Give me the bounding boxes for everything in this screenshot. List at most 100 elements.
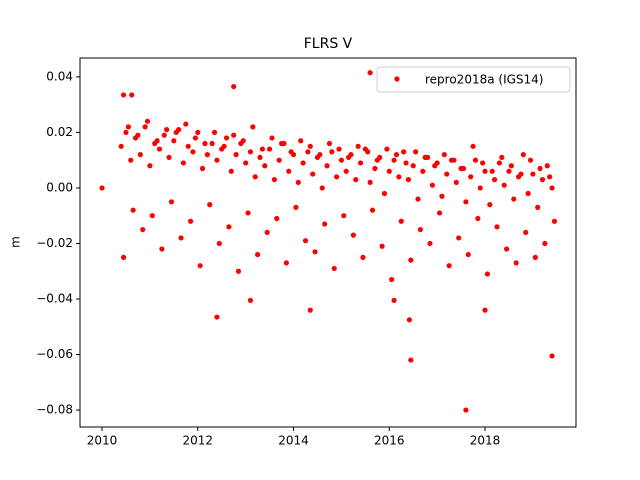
axes-frame bbox=[79, 57, 577, 428]
point bbox=[422, 154, 428, 160]
point bbox=[406, 317, 412, 323]
point bbox=[487, 202, 493, 208]
point bbox=[494, 224, 500, 230]
point bbox=[283, 260, 289, 266]
point bbox=[460, 165, 467, 172]
point bbox=[274, 215, 280, 222]
chart-title: FLRS V bbox=[304, 36, 353, 52]
y-tick-label: 0.00 bbox=[46, 180, 73, 194]
point bbox=[427, 240, 433, 247]
point bbox=[513, 260, 519, 266]
point bbox=[391, 157, 397, 163]
point bbox=[195, 129, 201, 136]
point bbox=[374, 157, 380, 163]
point bbox=[472, 157, 479, 163]
y-tick-label: 0.04 bbox=[46, 69, 73, 83]
point bbox=[523, 229, 529, 235]
point bbox=[235, 268, 242, 274]
point bbox=[159, 246, 165, 252]
point bbox=[413, 149, 419, 155]
point bbox=[226, 224, 232, 230]
point bbox=[202, 140, 208, 147]
point bbox=[408, 357, 414, 363]
legend-marker bbox=[394, 76, 400, 82]
point bbox=[192, 135, 198, 141]
point bbox=[468, 174, 474, 180]
point bbox=[441, 152, 447, 158]
point bbox=[520, 152, 526, 158]
point bbox=[415, 196, 421, 202]
point bbox=[288, 149, 294, 155]
point bbox=[360, 254, 366, 260]
point bbox=[147, 163, 153, 169]
point bbox=[257, 154, 263, 160]
point bbox=[391, 297, 397, 303]
point bbox=[429, 182, 435, 188]
point bbox=[384, 146, 390, 152]
point bbox=[259, 146, 266, 152]
point bbox=[216, 240, 222, 247]
point bbox=[326, 140, 333, 147]
point bbox=[492, 177, 498, 183]
y-tick-label: −0.08 bbox=[36, 403, 73, 417]
point bbox=[245, 210, 251, 216]
point bbox=[338, 157, 345, 163]
point bbox=[233, 152, 239, 158]
point bbox=[99, 185, 105, 191]
point bbox=[149, 213, 155, 219]
point bbox=[537, 165, 543, 172]
point bbox=[317, 152, 323, 158]
point bbox=[286, 168, 292, 174]
point bbox=[211, 129, 218, 136]
point bbox=[228, 168, 234, 174]
point bbox=[183, 121, 189, 127]
point bbox=[444, 171, 450, 177]
point bbox=[312, 249, 318, 255]
point bbox=[475, 215, 481, 222]
point bbox=[511, 196, 517, 202]
point bbox=[180, 160, 187, 166]
point bbox=[130, 207, 136, 213]
point bbox=[403, 160, 409, 166]
point bbox=[477, 185, 483, 191]
point bbox=[396, 174, 402, 180]
point bbox=[276, 157, 282, 163]
legend-box bbox=[376, 66, 571, 93]
point bbox=[135, 132, 141, 138]
point bbox=[345, 154, 352, 160]
point bbox=[266, 146, 273, 152]
point bbox=[357, 160, 364, 166]
point bbox=[240, 138, 246, 144]
point bbox=[372, 165, 378, 172]
point bbox=[120, 254, 127, 260]
point bbox=[508, 163, 514, 169]
point bbox=[408, 257, 414, 263]
x-tick-label: 2018 bbox=[470, 434, 501, 448]
point bbox=[302, 238, 309, 244]
point bbox=[231, 132, 237, 138]
point bbox=[530, 171, 536, 177]
point bbox=[410, 163, 416, 169]
point bbox=[401, 149, 407, 155]
point bbox=[118, 143, 124, 149]
point bbox=[298, 138, 304, 144]
point bbox=[381, 190, 388, 197]
point bbox=[367, 70, 373, 76]
point bbox=[341, 213, 347, 219]
point bbox=[137, 152, 143, 158]
point bbox=[439, 193, 445, 199]
point bbox=[140, 226, 146, 233]
point bbox=[129, 92, 135, 98]
point bbox=[420, 168, 426, 174]
point bbox=[355, 143, 361, 149]
point bbox=[207, 202, 213, 208]
point bbox=[463, 199, 469, 205]
legend-label: repro2018a (IGS14) bbox=[425, 73, 543, 87]
point bbox=[518, 171, 524, 177]
point bbox=[549, 353, 555, 359]
point bbox=[484, 271, 491, 277]
point bbox=[324, 163, 330, 169]
point bbox=[525, 190, 531, 197]
point bbox=[319, 185, 325, 191]
point bbox=[539, 177, 546, 183]
